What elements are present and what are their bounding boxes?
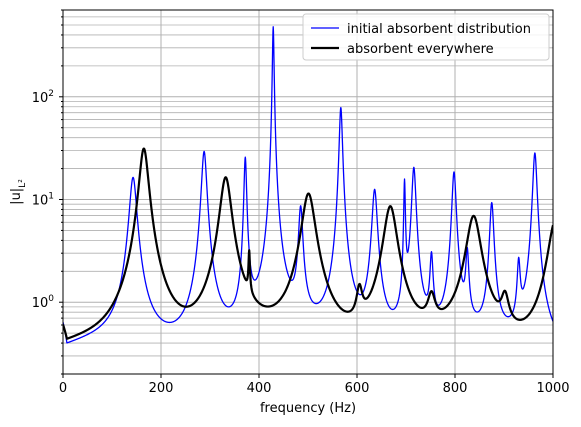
x-axis-label: frequency (Hz) bbox=[260, 401, 356, 416]
y-axis-label: |u|L² bbox=[9, 179, 28, 205]
x-tick-label: 600 bbox=[345, 381, 370, 396]
y-tick-label: 100 bbox=[32, 294, 55, 311]
grid bbox=[62, 9, 554, 375]
plot-frame bbox=[62, 9, 554, 375]
x-tick-label: 200 bbox=[149, 381, 174, 396]
ticks: 0 200 400 600 800 1000 100 101 102 bbox=[32, 9, 570, 396]
y-axis-label-subscript: L² bbox=[18, 179, 28, 188]
series-layer bbox=[63, 26, 553, 344]
legend: initial absorbent distribution absorbent … bbox=[302, 13, 550, 61]
series-line bbox=[63, 26, 553, 344]
x-tick-label: 0 bbox=[59, 381, 67, 396]
y-tick-label: 101 bbox=[32, 192, 54, 209]
legend-box bbox=[302, 13, 550, 61]
x-tick-label: 1000 bbox=[536, 381, 569, 396]
y-tick-label: 102 bbox=[32, 89, 54, 106]
x-tick-label: 800 bbox=[443, 381, 468, 396]
x-tick-label: 400 bbox=[247, 381, 272, 396]
legend-label: absorbent everywhere bbox=[347, 42, 494, 57]
y-axis-label-main: |u| bbox=[9, 188, 24, 205]
legend-label: initial absorbent distribution bbox=[347, 22, 531, 37]
series-line bbox=[63, 147, 553, 340]
